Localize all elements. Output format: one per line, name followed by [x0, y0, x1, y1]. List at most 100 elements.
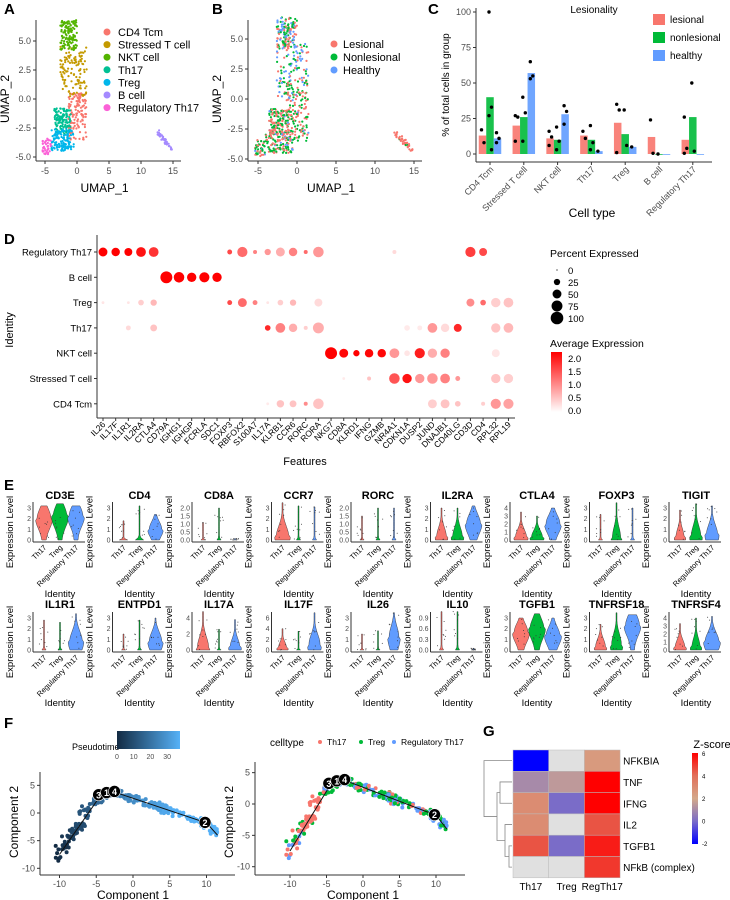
- umap-point: [83, 125, 86, 129]
- expression-dot: [264, 248, 271, 256]
- violin-regulatory-th17: [67, 613, 85, 651]
- cell-point: [551, 538, 552, 540]
- replicate-point: [554, 148, 559, 152]
- y-tick-label: 1: [266, 527, 270, 534]
- umap-point: [83, 50, 86, 53]
- umap-point: [292, 51, 295, 54]
- x-tick-label: 5: [106, 166, 111, 176]
- cell-point: [400, 805, 405, 810]
- umap-point: [280, 72, 283, 75]
- x-axis-title: Component 1: [97, 888, 169, 900]
- umap-point: [293, 103, 296, 107]
- y-tick-label: 1.5: [180, 514, 190, 521]
- expression-dot: [417, 325, 423, 331]
- cell-point: [56, 526, 58, 528]
- y-tick-label: -2.5: [227, 124, 243, 134]
- cell-point: [284, 839, 289, 844]
- umap-point: [306, 133, 309, 136]
- zscore-colorbar: [692, 753, 698, 844]
- umap-point: [56, 113, 59, 116]
- gene-title: IL17F: [284, 599, 313, 611]
- cell-point: [212, 824, 217, 829]
- umap-point: [70, 67, 73, 70]
- cell-point: [474, 649, 476, 651]
- cell-point: [142, 627, 144, 629]
- legend-dot-lesional: [330, 40, 338, 48]
- cell-point: [285, 639, 287, 641]
- umap-point: [58, 144, 61, 147]
- expression-dot: [339, 348, 349, 358]
- heatmap-cell: [584, 813, 621, 836]
- violin-regulatory-th17: [544, 507, 562, 541]
- cell-point: [601, 636, 603, 638]
- cell-point: [79, 634, 81, 636]
- cell-point: [374, 515, 376, 517]
- violin-treg: [57, 622, 63, 651]
- cell-point: [682, 645, 684, 647]
- x-axis-title: Identity: [442, 589, 473, 600]
- umap-point: [72, 143, 75, 146]
- umap-point: [284, 40, 287, 44]
- legend-dot-nkt-cell: [103, 53, 111, 61]
- umap-point: [53, 108, 57, 111]
- row-label: IL2: [623, 821, 637, 832]
- umap-point: [295, 116, 298, 119]
- cell-point: [216, 532, 218, 534]
- umap-point: [273, 139, 277, 142]
- umap-point: [46, 137, 49, 140]
- cell-point: [472, 534, 474, 536]
- umap-point: [305, 139, 308, 142]
- x-tick-label: 0: [130, 879, 135, 889]
- umap-point: [68, 35, 71, 38]
- cell-point: [59, 638, 61, 640]
- umap-point: [280, 95, 284, 98]
- cell-point: [675, 649, 676, 651]
- umap-point: [69, 119, 72, 122]
- umap-point: [294, 110, 297, 113]
- umap-point: [61, 140, 64, 143]
- violin-regulatory-th17: [312, 506, 317, 541]
- bar-lesional: [681, 139, 690, 154]
- x-tick-label: 10: [201, 879, 211, 889]
- umap-point: [287, 108, 290, 111]
- cell-point: [233, 538, 235, 540]
- x-tick-label: -5: [254, 166, 262, 176]
- umap-point: [288, 104, 292, 107]
- umap-point: [291, 138, 295, 141]
- x-tick-label: Th17: [268, 653, 286, 671]
- cell-point: [71, 616, 73, 618]
- umap-point: [287, 151, 290, 154]
- cell-point: [397, 631, 399, 633]
- cell-point: [44, 642, 46, 644]
- cell-point: [297, 841, 302, 846]
- y-tick-label: 0.5: [180, 530, 190, 537]
- cell-point: [454, 635, 456, 637]
- color-legend-label: 1.5: [568, 367, 581, 378]
- umap-point: [302, 76, 305, 79]
- cell-point: [693, 515, 695, 517]
- umap-point: [271, 142, 274, 145]
- umap-point: [296, 67, 299, 70]
- cell-point: [126, 645, 128, 647]
- umap-point: [82, 100, 85, 103]
- cell-point: [58, 855, 63, 860]
- cell-point: [377, 525, 379, 527]
- x-tick-label: Th17: [348, 543, 366, 561]
- umap-point: [272, 121, 275, 124]
- cell-point: [676, 636, 678, 638]
- umap-point: [276, 133, 279, 137]
- umap-point: [268, 110, 271, 113]
- cell-point: [476, 516, 478, 518]
- x-tick-label: 0: [360, 879, 365, 889]
- umap-point: [64, 26, 67, 29]
- umap-point: [289, 133, 292, 136]
- umap-point: [294, 17, 297, 21]
- cell-point: [613, 637, 615, 639]
- expression-dot: [275, 247, 285, 257]
- y-tick-label: 3: [663, 506, 667, 513]
- cell-point: [137, 510, 139, 512]
- x-axis-title: Identity: [124, 589, 155, 600]
- umap-point: [81, 118, 84, 121]
- replicate-point: [656, 152, 660, 156]
- bar-healthy: [662, 154, 671, 155]
